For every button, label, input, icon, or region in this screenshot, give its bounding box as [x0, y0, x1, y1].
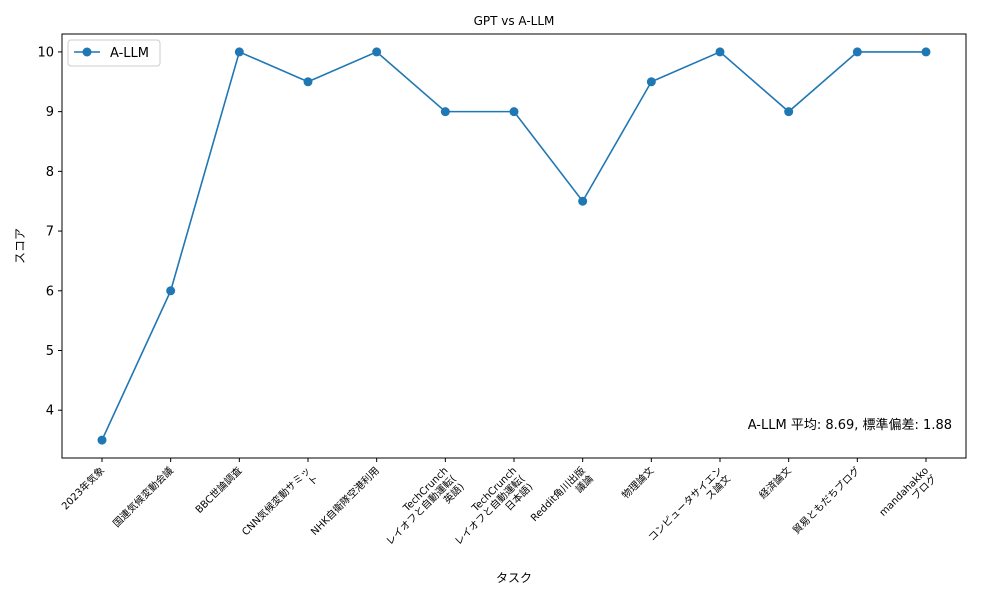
data-point: [440, 107, 450, 117]
data-point: [646, 77, 656, 87]
y-tick-label: 9: [46, 105, 54, 120]
data-point: [234, 47, 244, 57]
x-tick-label-line: NHK自衛隊空港利用: [308, 464, 382, 538]
y-tick-label: 4: [46, 404, 54, 419]
data-point: [97, 435, 107, 445]
x-tick-label-line: 経済論文: [756, 464, 793, 501]
x-tick-label: BBC世論調査: [192, 464, 244, 516]
x-tick-label: TechCrunchレイオフと自動運転(英語): [376, 465, 467, 556]
x-tick-label-line: 2023年気象: [59, 464, 107, 512]
stats-annotation: A-LLM 平均: 8.69, 標準偏差: 1.88: [748, 417, 952, 433]
y-tick-label: 5: [46, 344, 54, 359]
y-axis-label: スコア: [13, 228, 27, 264]
x-tick-label-line: BBC世論調査: [192, 464, 244, 516]
series-layer: [97, 47, 931, 445]
x-tick-label: 国連気候変動会議: [110, 464, 176, 530]
data-point: [784, 107, 794, 117]
data-point: [921, 47, 931, 57]
legend: A-LLM: [67, 39, 161, 67]
x-tick-label: コンピュータサイエンス論文: [646, 465, 733, 552]
y-tick-label: 10: [37, 45, 54, 60]
data-point: [372, 47, 382, 57]
x-tick-label-line: 貿易ともだちブログ: [790, 464, 863, 537]
data-point: [715, 47, 725, 57]
y-tick-label: 6: [46, 284, 54, 299]
x-tick-label-line: Reddit角川出版: [528, 464, 588, 524]
plot-area: [61, 33, 967, 459]
legend-marker: [82, 47, 92, 57]
x-tick-label: TechCrunchレイオフと自動運転(日本語): [445, 465, 536, 556]
data-point: [166, 286, 176, 296]
x-tick-label: 2023年気象: [59, 464, 107, 512]
data-point: [578, 196, 588, 206]
legend-box: [67, 39, 161, 67]
data-point: [303, 77, 313, 87]
data-point: [509, 107, 519, 117]
x-axis: 2023年気象 国連気候変動会議 BBC世論調査CNN気候変動サミットNHK自衛隊空…: [59, 458, 940, 556]
data-point: [852, 47, 862, 57]
y-tick-label: 7: [46, 225, 54, 240]
x-tick-label: NHK自衛隊空港利用: [308, 464, 382, 538]
x-tick-label: 経済論文: [756, 464, 793, 501]
x-tick-label-line: CNN気候変動サミッ: [239, 464, 313, 538]
x-tick-label-line: コンピュータサイエン: [646, 465, 725, 544]
y-tick-label: 8: [46, 165, 54, 180]
x-tick-label-line: 物理論文: [619, 464, 656, 501]
x-axis-label: タスク: [496, 571, 532, 585]
x-tick-label: Reddit角川出版議論: [528, 464, 596, 532]
chart-title: GPT vs A-LLM: [474, 14, 555, 28]
x-tick-label-line: 国連気候変動会議: [110, 464, 176, 530]
x-tick-label: mandahakkoブログ: [878, 465, 940, 527]
x-tick-label: 物理論文: [619, 464, 656, 501]
x-tick-label-line: レイオフと自動運転(: [452, 472, 528, 548]
x-tick-label: 貿易ともだちブログ: [790, 464, 863, 537]
x-tick-label-line: レイオフと自動運転(: [383, 472, 459, 548]
x-tick-label: CNN気候変動サミット: [239, 464, 321, 546]
y-axis: 4 5 6 7 8 9 10: [37, 45, 62, 419]
legend-label: A-LLM: [110, 46, 149, 61]
